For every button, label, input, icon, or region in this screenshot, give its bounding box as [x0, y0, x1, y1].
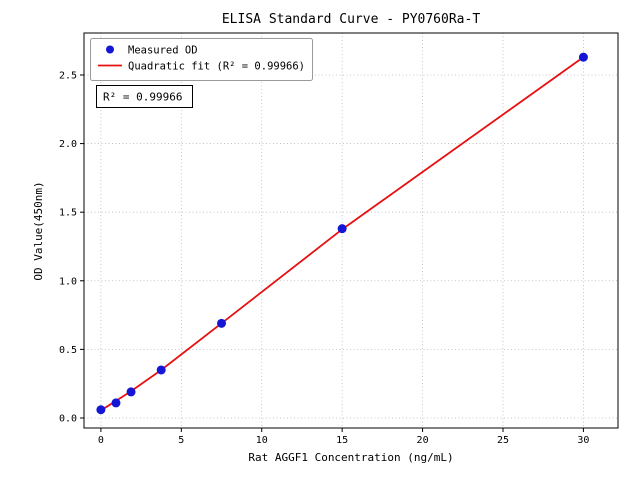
y-axis-label: OD Value(450nm)	[32, 181, 45, 280]
x-tick-label: 10	[256, 435, 268, 446]
x-tick-label: 30	[577, 435, 589, 446]
data-point	[337, 224, 347, 234]
r-squared-annotation: R² = 0.99966	[96, 85, 193, 108]
y-tick-label: 0.5	[59, 345, 77, 356]
data-point	[111, 398, 121, 408]
annotation-frame	[96, 85, 193, 108]
x-tick-label: 15	[336, 435, 348, 446]
x-tick-label: 5	[178, 435, 184, 446]
data-point	[96, 405, 106, 415]
series-layer	[96, 52, 588, 415]
x-tick-label: 0	[98, 435, 104, 446]
data-point	[156, 365, 166, 375]
data-point	[217, 318, 227, 328]
y-tick-label: 0.0	[59, 413, 77, 424]
y-tick-label: 2.0	[59, 139, 77, 150]
x-axis-label: Rat AGGF1 Concentration (ng/mL)	[248, 451, 453, 464]
legend: Measured OD Quadratic fit (R² = 0.99966)	[90, 38, 313, 81]
plot-frame	[83, 32, 619, 429]
data-point	[126, 387, 136, 397]
legend-frame	[90, 38, 313, 81]
x-tick-label: 25	[497, 435, 509, 446]
legend-label-measured-od: Measured OD	[128, 45, 198, 57]
grid-layer	[84, 33, 618, 428]
y-tick-label: 2.5	[59, 70, 77, 81]
annotation-text: R² = 0.99966	[103, 91, 182, 104]
chart-title: ELISA Standard Curve - PY0760Ra-T	[222, 12, 480, 27]
legend-marker-measured-od	[106, 45, 114, 54]
tick-layer: 0 5 10 15 20 25 30 0.0 0.5 1.0 1.5 2.0 2.5	[59, 70, 590, 446]
data-point	[578, 52, 588, 62]
legend-label-quadratic-fit: Quadratic fit (R² = 0.99966)	[128, 61, 305, 73]
x-tick-label: 20	[417, 435, 429, 446]
y-tick-label: 1.5	[59, 208, 77, 219]
y-tick-label: 1.0	[59, 276, 77, 287]
